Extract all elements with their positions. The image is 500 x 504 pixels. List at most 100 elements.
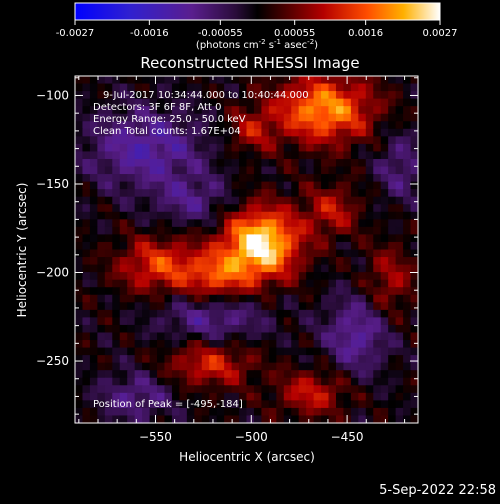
heatmap-cell — [373, 279, 382, 288]
heatmap-cell — [365, 400, 374, 409]
heatmap-cell — [157, 226, 166, 236]
heatmap-cell — [298, 151, 307, 160]
heatmap-cell — [75, 385, 84, 394]
heatmap-cell — [179, 272, 188, 281]
heatmap-cell — [358, 257, 367, 266]
heatmap-cell — [231, 219, 240, 228]
heatmap-cell — [194, 219, 203, 228]
heatmap-cell — [380, 407, 389, 417]
heatmap-cell — [149, 309, 158, 318]
heatmap-cell — [82, 324, 91, 334]
heatmap-cell — [201, 211, 210, 220]
heatmap-cell — [127, 234, 136, 243]
heatmap-cell — [306, 370, 315, 379]
heatmap-cell — [373, 400, 382, 409]
heatmap-cell — [186, 377, 195, 386]
heatmap-cell — [306, 317, 315, 326]
heatmap-cell — [313, 241, 322, 251]
heatmap-cell — [343, 302, 352, 311]
heatmap-cell — [350, 249, 359, 258]
heatmap-cell — [328, 294, 337, 303]
heatmap-cell — [313, 91, 322, 100]
heatmap-cell — [410, 234, 419, 243]
heatmap-cell — [410, 257, 419, 266]
heatmap-cell — [209, 121, 218, 130]
heatmap-cell — [216, 196, 225, 205]
heatmap-cell — [276, 249, 285, 258]
heatmap-cell — [89, 264, 98, 273]
heatmap-cell — [209, 324, 218, 334]
heatmap-cell — [119, 143, 128, 153]
heatmap-cell — [276, 189, 285, 198]
heatmap-cell — [291, 272, 300, 281]
heatmap-cell — [82, 272, 91, 281]
heatmap-cell — [306, 83, 315, 92]
heatmap-cell — [306, 340, 315, 349]
heatmap-cell — [343, 128, 352, 137]
heatmap-cell — [380, 309, 389, 318]
heatmap-cell — [365, 272, 374, 281]
heatmap-cell — [119, 294, 128, 303]
heatmap-cell — [298, 309, 307, 318]
heatmap-cell — [142, 136, 151, 145]
heatmap-cell — [186, 106, 195, 115]
heatmap-cell — [194, 113, 203, 122]
heatmap-cell — [75, 219, 84, 228]
heatmap-cell — [328, 279, 337, 288]
heatmap-cell — [194, 136, 203, 145]
heatmap-cell — [246, 151, 255, 160]
heatmap-cell — [97, 355, 106, 364]
heatmap-cell — [328, 415, 337, 424]
heatmap-cell — [89, 279, 98, 288]
heatmap-cell — [149, 302, 158, 311]
heatmap-cell — [127, 241, 136, 251]
heatmap-cell — [75, 76, 84, 85]
heatmap-cell — [216, 91, 225, 100]
heatmap-cell — [350, 309, 359, 318]
heatmap-cell — [328, 370, 337, 379]
heatmap-cell — [403, 294, 412, 303]
x-tick-label: −450 — [331, 430, 364, 444]
heatmap-cell — [410, 272, 419, 281]
heatmap-cell — [358, 189, 367, 198]
heatmap-cell — [201, 121, 210, 130]
heatmap-cell — [246, 302, 255, 311]
heatmap-cell — [246, 181, 255, 190]
heatmap-cell — [142, 106, 151, 115]
heatmap-cell — [283, 106, 292, 115]
heatmap-cell — [119, 377, 128, 386]
heatmap-cell — [209, 340, 218, 349]
heatmap-cell — [82, 113, 91, 122]
heatmap-cell — [171, 136, 180, 145]
heatmap-cell — [194, 332, 203, 341]
heatmap-cell — [231, 204, 240, 213]
heatmap-cell — [164, 392, 173, 401]
heatmap-cell — [298, 385, 307, 394]
heatmap-cell — [365, 98, 374, 107]
heatmap-cell — [149, 204, 158, 213]
heatmap-cell — [306, 392, 315, 401]
heatmap-cell — [388, 196, 397, 205]
heatmap-cell — [306, 385, 315, 394]
heatmap-cell — [112, 287, 121, 296]
heatmap-cell — [380, 302, 389, 311]
heatmap-cell — [268, 257, 277, 266]
heatmap-cell — [306, 181, 315, 190]
heatmap-cell — [335, 340, 345, 349]
heatmap-cell — [358, 294, 367, 303]
heatmap-cell — [365, 355, 374, 364]
heatmap-cell — [291, 219, 300, 228]
heatmap-cell — [201, 196, 210, 205]
heatmap-cell — [157, 324, 166, 334]
heatmap-cell — [388, 211, 397, 220]
heatmap-cell — [276, 83, 285, 92]
heatmap-cell — [216, 76, 225, 85]
heatmap-cell — [343, 362, 352, 371]
heatmap-cell — [365, 204, 374, 213]
heatmap-cell — [82, 136, 91, 145]
heatmap-cell — [365, 370, 374, 379]
heatmap-cell — [224, 309, 233, 318]
heatmap-cell — [388, 106, 397, 115]
heatmap-cell — [171, 219, 180, 228]
heatmap-cell — [75, 106, 84, 115]
